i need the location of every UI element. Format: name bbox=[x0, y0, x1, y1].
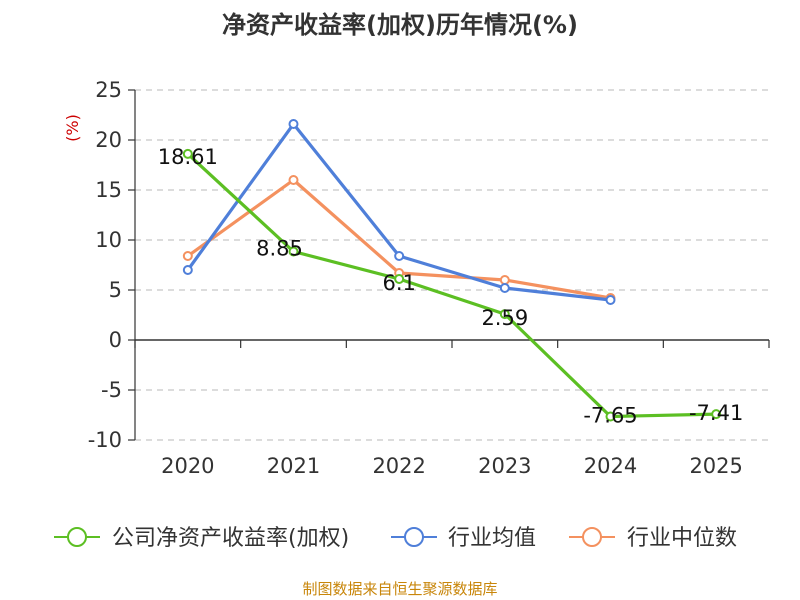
legend-industry-median-label: 行业中位数 bbox=[627, 526, 737, 551]
data-point-industry_median[interactable] bbox=[499, 275, 510, 285]
data-point-company[interactable] bbox=[288, 246, 299, 257]
legend-industry-median-swatch-icon bbox=[582, 527, 602, 547]
y-tick-label: 5 bbox=[109, 278, 122, 302]
source-credit: 制图数据来自恒生聚源数据库 bbox=[302, 580, 497, 598]
legend-item-company[interactable]: 公司净资产收益率(加权) bbox=[54, 526, 349, 551]
x-tick-label: 2021 bbox=[267, 454, 320, 478]
y-tick-label: 20 bbox=[95, 128, 122, 152]
data-point-industry_median[interactable] bbox=[288, 175, 299, 185]
y-tick-label: 25 bbox=[95, 78, 122, 102]
legend: 公司净资产收益率(加权) 行业均值 行业中位数 bbox=[54, 526, 737, 551]
x-tick-label: 2023 bbox=[478, 454, 531, 478]
y-tick-label: -5 bbox=[101, 378, 122, 402]
data-label-company: 18.61 bbox=[158, 145, 218, 169]
x-tick-label: 2025 bbox=[689, 454, 742, 478]
data-label-company: -7.65 bbox=[583, 404, 637, 428]
data-label-company: 8.85 bbox=[256, 237, 303, 261]
legend-item-industry-median[interactable]: 行业中位数 bbox=[569, 526, 737, 551]
chart-title: 净资产收益率(加权)历年情况(%) bbox=[222, 11, 578, 39]
x-tick-label: 2022 bbox=[372, 454, 425, 478]
y-tick-label: -10 bbox=[88, 428, 122, 452]
gridlines bbox=[135, 89, 769, 441]
data-label-company: -7.41 bbox=[689, 401, 743, 425]
x-tick-label: 2024 bbox=[584, 454, 637, 478]
legend-item-industry-avg[interactable]: 行业均值 bbox=[391, 526, 536, 551]
data-point-company[interactable] bbox=[499, 309, 510, 320]
data-labels: 18.61 8.85 6.1 2.59 -7.65 -7.41 bbox=[158, 145, 744, 428]
legend-company-label: 公司净资产收益率(加权) bbox=[112, 526, 349, 551]
data-point-industry_avg[interactable] bbox=[182, 265, 193, 275]
axes: 25 20 15 10 5 0 -5 -10 2020 2021 2022 2023 2024 2025 bbox=[88, 78, 770, 478]
legend-industry-avg-swatch-icon bbox=[404, 527, 424, 547]
data-label-company: 6.1 bbox=[382, 271, 415, 295]
data-point-industry_avg[interactable] bbox=[394, 251, 405, 261]
series-lines bbox=[182, 119, 722, 422]
data-point-company[interactable] bbox=[711, 409, 722, 420]
y-tick-label: 0 bbox=[109, 328, 122, 352]
series-line-company bbox=[186, 152, 718, 419]
data-point-industry_avg[interactable] bbox=[499, 283, 510, 293]
y-tick-label: 10 bbox=[95, 228, 122, 252]
legend-company-swatch-icon bbox=[67, 527, 87, 547]
data-point-company[interactable] bbox=[182, 148, 193, 159]
data-point-industry_median[interactable] bbox=[182, 251, 193, 261]
data-point-company[interactable] bbox=[605, 411, 616, 422]
x-tick-label: 2020 bbox=[161, 454, 214, 478]
data-label-company: 2.59 bbox=[481, 306, 528, 330]
y-axis-unit-label: (%) bbox=[63, 114, 82, 142]
data-point-company[interactable] bbox=[394, 274, 405, 284]
legend-industry-avg-label: 行业均值 bbox=[448, 526, 536, 551]
data-point-industry_avg[interactable] bbox=[288, 119, 299, 129]
y-tick-label: 15 bbox=[95, 178, 122, 202]
data-point-industry_avg[interactable] bbox=[605, 295, 616, 305]
